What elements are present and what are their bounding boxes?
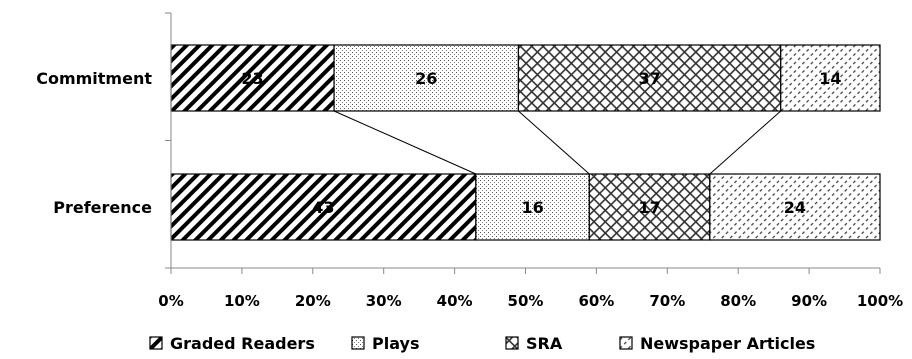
x-tick-label: 10% (224, 292, 260, 310)
legend-label-sra: SRA (526, 334, 563, 353)
bar-preference-graded-readers (170, 173, 477, 241)
legend-swatch-newspaper-articles (619, 336, 633, 350)
x-tick-label: 70% (649, 292, 685, 310)
series-line-graded-readers (333, 110, 477, 175)
data-label-commitment-graded-readers: 23 (241, 69, 263, 88)
series-lines (333, 110, 782, 175)
bar-preference-plays (475, 173, 590, 241)
x-tick-label: 60% (578, 292, 614, 310)
bars: 23 26 37 14 43 16 17 24 (170, 44, 881, 241)
legend-swatch-graded-readers (149, 336, 163, 350)
category-label-commitment: Commitment (36, 69, 152, 88)
data-label-preference-sra: 17 (638, 198, 660, 217)
x-tick-label: 0% (158, 292, 183, 310)
legend-item-newspaper-articles: Newspaper Articles (619, 334, 815, 353)
bar-commitment-plays (333, 44, 520, 112)
data-label-preference-graded-readers: 43 (312, 198, 334, 217)
legend-item-graded-readers: Graded Readers (149, 334, 315, 353)
bar-commitment-sra (517, 44, 782, 112)
legend-label-newspaper-articles: Newspaper Articles (640, 334, 815, 353)
series-line-sra (709, 110, 782, 175)
bar-preference-newspaper-articles (709, 173, 881, 241)
data-label-commitment-newspaper-articles: 14 (819, 69, 841, 88)
category-label-preference: Preference (53, 198, 152, 217)
axes: Commitment Preference 0% 10% 20% 30% 40% 50% 60%… (36, 12, 903, 310)
series-line-plays (518, 110, 590, 175)
legend: Graded Readers Plays SRA Newspaper Articles (149, 334, 815, 353)
bar-commitment-newspaper-articles (780, 44, 881, 112)
x-tick-label: 20% (295, 292, 331, 310)
data-label-preference-newspaper-articles: 24 (784, 198, 806, 217)
bar-preference-sra (588, 173, 711, 241)
legend-item-sra: SRA (505, 334, 563, 353)
x-tick-label: 40% (437, 292, 473, 310)
bar-commitment-graded-readers (170, 44, 335, 112)
legend-swatch-plays (351, 336, 365, 350)
x-tick-label: 90% (791, 292, 827, 310)
data-label-preference-plays: 16 (521, 198, 543, 217)
legend-swatch-sra (505, 336, 519, 350)
x-tick-label: 50% (508, 292, 544, 310)
legend-item-plays: Plays (351, 334, 419, 353)
x-tick-label: 100% (857, 292, 903, 310)
legend-label-graded-readers: Graded Readers (170, 334, 315, 353)
data-label-commitment-sra: 37 (638, 69, 660, 88)
data-label-commitment-plays: 26 (415, 69, 437, 88)
legend-label-plays: Plays (372, 334, 419, 353)
x-tick-label: 80% (720, 292, 756, 310)
x-tick-label: 30% (366, 292, 402, 310)
